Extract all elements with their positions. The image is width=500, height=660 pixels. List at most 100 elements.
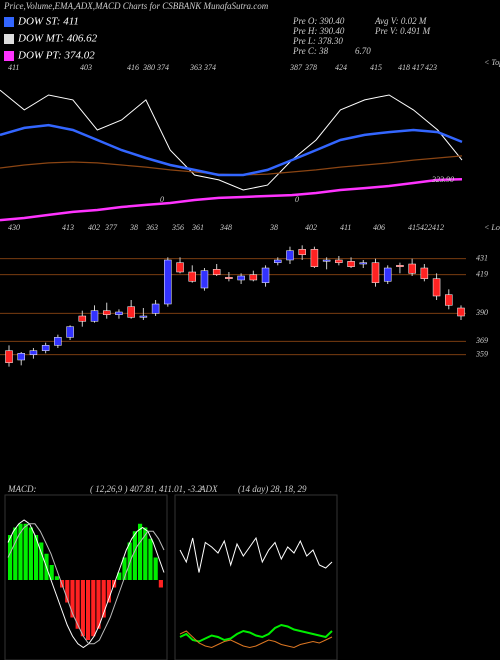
series-line [179, 623, 333, 643]
bottom-label: 406 [373, 223, 385, 232]
candle-body [347, 261, 355, 267]
top-label: 374 [203, 63, 216, 72]
candle-body [164, 259, 172, 305]
top-label: 380 [142, 63, 155, 72]
top-label: 417 [412, 63, 425, 72]
macd-bar [153, 557, 158, 580]
top-label: 416 [127, 63, 139, 72]
legend-swatch [4, 34, 14, 44]
candle-body [115, 311, 123, 315]
bottom-label: 38 [129, 223, 138, 232]
macd-bar [18, 523, 23, 580]
candle-body [396, 265, 404, 267]
candle-body [420, 267, 429, 279]
candle-body [335, 259, 343, 263]
series-line [179, 536, 333, 573]
candle-body [432, 278, 441, 297]
macd-bar [75, 580, 80, 629]
macd-bar [49, 565, 54, 580]
bottom-label: 422 [420, 223, 432, 232]
macd-bar [122, 557, 127, 580]
series-line [0, 89, 463, 191]
bottom-label: 430 [8, 223, 20, 232]
macd-bar [34, 535, 39, 580]
series-line [7, 523, 165, 645]
candle-body [54, 337, 62, 346]
candle-body [151, 303, 160, 314]
top-label: 374 [156, 63, 169, 72]
macd-bar [39, 542, 44, 580]
candle-body [212, 269, 221, 275]
candle-body [359, 262, 368, 265]
candle-body [139, 315, 148, 318]
legend-swatch [4, 51, 14, 61]
candle-body [322, 259, 331, 262]
macd-bar [158, 580, 163, 588]
series-line [179, 630, 333, 649]
y-tick-label: 431 [476, 253, 488, 262]
top-label: 363 [189, 63, 202, 72]
stat: 6.70 [355, 46, 371, 56]
candle-body [188, 271, 196, 282]
candle-body [102, 310, 111, 315]
macd-bar [23, 523, 28, 580]
lows-label: < Lows [484, 223, 500, 232]
legend-swatch [4, 17, 14, 27]
candle-body [225, 277, 233, 279]
macd-bar [28, 527, 33, 580]
tops-label: < Tops [484, 58, 500, 67]
stat: Pre L: 378.30 [292, 36, 343, 46]
bottom-label: 361 [191, 223, 204, 232]
candle-body [457, 307, 465, 317]
candle-body [310, 249, 319, 267]
bottom-label: 402 [305, 223, 317, 232]
bottom-label: 38 [269, 223, 278, 232]
macd-frame [4, 494, 168, 660]
stat: Avg V: 0.02 M [374, 16, 427, 26]
stat: Pre V: 0.491 M [374, 26, 431, 36]
top-label: 403 [80, 63, 92, 72]
top-label: 423 [425, 63, 437, 72]
macd-label: MACD: [7, 484, 37, 494]
value-label: 323.90 [431, 175, 454, 184]
candle-body [66, 326, 74, 338]
y-tick-label: 390 [475, 308, 488, 317]
stat: Pre H: 390.40 [292, 26, 345, 36]
top-label: 418 [398, 63, 410, 72]
adx-params: (14 day) 28, 18, 29 [238, 484, 307, 494]
mid-label: 0 [295, 195, 299, 204]
candle-body [261, 267, 270, 283]
mid-label: 0 [160, 195, 164, 204]
candle-body [408, 263, 416, 274]
bottom-label: 411 [340, 223, 351, 232]
macd-bar [80, 580, 85, 637]
candle-body [200, 270, 209, 289]
candle-body [176, 262, 184, 273]
series-line [0, 123, 463, 177]
macd-bar [148, 538, 153, 580]
candle-body [78, 315, 87, 322]
legend-label: DOW MT: 406.62 [17, 33, 98, 45]
candle-body [249, 274, 258, 281]
macd-bar [54, 576, 59, 580]
macd-bar [91, 580, 96, 637]
top-label: 387 [289, 63, 303, 72]
macd-bar [8, 535, 13, 580]
macd-bar [143, 527, 148, 580]
candle-body [5, 350, 13, 363]
top-label: 415 [370, 63, 382, 72]
candle-body [237, 275, 245, 281]
macd-bar [106, 580, 111, 603]
candle-body [383, 267, 392, 282]
legend-label: DOW PT: 374.02 [17, 50, 95, 62]
page-title: Price,Volume,EMA,ADX,MACD Charts for CSB… [3, 1, 269, 11]
bottom-label: 377 [104, 223, 118, 232]
candle-body [371, 262, 380, 283]
adx-label: ADX [199, 484, 218, 494]
y-tick-label: 419 [476, 269, 488, 278]
macd-bar [96, 580, 101, 629]
bottom-label: 413 [62, 223, 74, 232]
candle-body [29, 350, 38, 355]
macd-bar [101, 580, 106, 618]
